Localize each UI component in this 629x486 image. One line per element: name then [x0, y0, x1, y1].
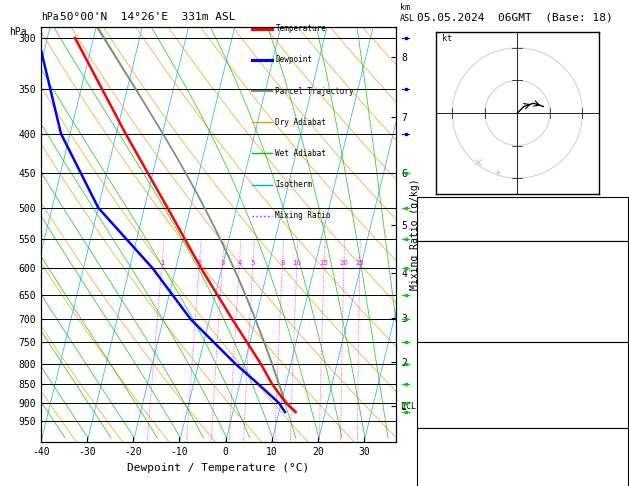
Text: LCL: LCL — [396, 402, 416, 411]
X-axis label: Dewpoint / Temperature (°C): Dewpoint / Temperature (°C) — [128, 463, 309, 473]
Text: 05.05.2024  06GMT  (Base: 18): 05.05.2024 06GMT (Base: 18) — [417, 12, 613, 22]
Text: 1: 1 — [160, 260, 164, 266]
Text: CAPE (J): CAPE (J) — [420, 314, 462, 324]
Text: hPa: hPa — [9, 27, 26, 37]
Text: EH: EH — [420, 444, 430, 453]
Text: 29: 29 — [616, 458, 626, 468]
Y-axis label: Mixing Ratio (g/kg): Mixing Ratio (g/kg) — [409, 179, 420, 290]
Text: 28: 28 — [616, 199, 626, 208]
Text: 4: 4 — [237, 260, 242, 266]
Text: Parcel Trajectory: Parcel Trajectory — [276, 87, 354, 96]
Text: θe (K): θe (K) — [420, 372, 452, 381]
Text: hPa: hPa — [41, 12, 58, 22]
Text: Dewp (°C): Dewp (°C) — [420, 271, 468, 280]
Text: 25: 25 — [355, 260, 364, 266]
Text: Surface: Surface — [504, 242, 542, 251]
Text: 11.3: 11.3 — [605, 271, 626, 280]
Text: Temp (°C): Temp (°C) — [420, 256, 468, 265]
Text: Wet Adiabat: Wet Adiabat — [276, 149, 326, 158]
Text: 13.6: 13.6 — [605, 256, 626, 265]
Text: 221°: 221° — [605, 473, 626, 482]
Text: Dry Adiabat: Dry Adiabat — [276, 118, 326, 127]
Text: -0: -0 — [616, 386, 626, 396]
Text: θe(K): θe(K) — [420, 285, 447, 295]
Text: SREH: SREH — [420, 458, 441, 468]
Text: km
ASL: km ASL — [400, 3, 415, 22]
Text: 5: 5 — [251, 260, 255, 266]
Text: 0: 0 — [621, 329, 626, 338]
Text: Isotherm: Isotherm — [276, 180, 313, 189]
Text: 51: 51 — [616, 213, 626, 223]
Text: 138: 138 — [610, 401, 626, 410]
Text: PW (cm): PW (cm) — [420, 228, 457, 237]
Text: K: K — [420, 199, 425, 208]
Text: CIN (J): CIN (J) — [420, 329, 457, 338]
Text: 316: 316 — [610, 372, 626, 381]
Text: 8: 8 — [281, 260, 285, 266]
Text: Hodograph: Hodograph — [499, 430, 547, 439]
Text: Temperature: Temperature — [276, 24, 326, 34]
Text: 2: 2 — [198, 260, 202, 266]
Text: CAPE (J): CAPE (J) — [420, 401, 462, 410]
Text: 15: 15 — [320, 260, 328, 266]
Text: Mixing Ratio: Mixing Ratio — [276, 211, 331, 220]
Text: 0: 0 — [621, 314, 626, 324]
Text: Most Unstable: Most Unstable — [487, 343, 558, 352]
Text: Lifted Index: Lifted Index — [420, 300, 484, 309]
Text: 3: 3 — [220, 260, 225, 266]
Text: 10: 10 — [292, 260, 301, 266]
Text: 50°00'N  14°26'E  331m ASL: 50°00'N 14°26'E 331m ASL — [60, 12, 235, 22]
Text: Dewpoint: Dewpoint — [276, 55, 313, 65]
Text: 20: 20 — [340, 260, 348, 266]
Text: 1.89: 1.89 — [605, 228, 626, 237]
Text: CIN (J): CIN (J) — [420, 416, 457, 425]
Text: Totals Totals: Totals Totals — [420, 213, 489, 223]
Text: Pressure (mb): Pressure (mb) — [420, 357, 489, 366]
Text: 2: 2 — [621, 300, 626, 309]
Text: 26: 26 — [616, 444, 626, 453]
Text: 10: 10 — [616, 416, 626, 425]
Text: 313: 313 — [610, 285, 626, 295]
Text: 925: 925 — [610, 357, 626, 366]
Text: kt: kt — [442, 35, 452, 43]
Text: StmDir: StmDir — [420, 473, 452, 482]
Text: Lifted Index: Lifted Index — [420, 386, 484, 396]
